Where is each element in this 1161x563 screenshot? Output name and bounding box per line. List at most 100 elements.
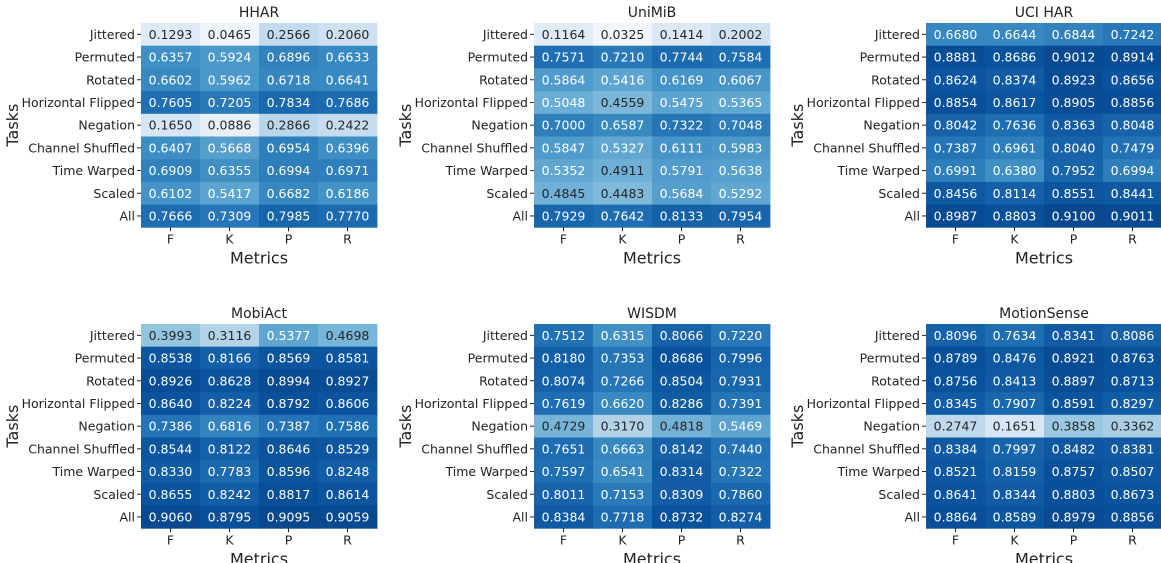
heatmap-cell: [593, 414, 653, 438]
cell-value-label: 0.7651: [542, 441, 586, 456]
heatmap-cell: [652, 136, 712, 160]
heatmap-cell: [1044, 324, 1104, 348]
heatmap-cell: [318, 505, 378, 529]
heatmap-cell: [652, 91, 712, 115]
cell-value-label: 0.8789: [934, 351, 978, 366]
heatmap-cell: [985, 460, 1045, 484]
heatmap-cell: [652, 482, 712, 506]
cell-value-label: 0.8732: [660, 509, 704, 524]
heatmap-cell: [1044, 68, 1104, 92]
cell-value-label: 0.9011: [1111, 208, 1155, 223]
cell-value-label: 0.7391: [719, 396, 763, 411]
cell-value-label: 0.8476: [993, 351, 1037, 366]
heatmap-cell: [711, 23, 771, 47]
cell-value-label: 0.6169: [660, 72, 704, 87]
heatmap-cell: [318, 437, 378, 461]
cell-value-label: 0.2422: [326, 118, 370, 133]
heatmap-cell: [652, 392, 712, 416]
x-axis-label: Metrics: [1015, 549, 1073, 563]
cell-value-label: 0.8581: [326, 351, 370, 366]
cell-value-label: 0.8042: [934, 118, 978, 133]
heatmap-cell: [926, 437, 986, 461]
cell-value-label: 0.8224: [208, 396, 252, 411]
heatmap-cell: [926, 91, 986, 115]
cell-value-label: 0.2002: [719, 27, 763, 42]
heatmap-cell: [711, 91, 771, 115]
heatmap-cell: [534, 346, 594, 370]
cell-value-label: 0.7907: [993, 396, 1037, 411]
cell-value-label: 0.7386: [149, 419, 193, 434]
heatmap-cell: [652, 324, 712, 348]
heatmap-cell: [141, 23, 201, 47]
x-tick-label: F: [952, 231, 959, 246]
cell-value-label: 0.5475: [660, 95, 704, 110]
heatmap-cell: [652, 181, 712, 205]
heatmap-cell: [1103, 392, 1161, 416]
cell-value-label: 0.8881: [934, 50, 978, 65]
cell-value-label: 0.6541: [601, 464, 645, 479]
cell-value-label: 0.6663: [601, 441, 645, 456]
x-tick-label: F: [167, 231, 174, 246]
heatmap-cell: [259, 392, 319, 416]
heatmap-cell: [711, 437, 771, 461]
heatmap-cell: [534, 23, 594, 47]
heatmap-cell: [259, 113, 319, 137]
cell-value-label: 0.6407: [149, 140, 193, 155]
x-tick-label: P: [678, 231, 686, 246]
cell-value-label: 0.0325: [601, 27, 645, 42]
heatmap-cell: [711, 324, 771, 348]
y-tick-label: Negation: [78, 419, 135, 434]
heatmap-cell: [985, 23, 1045, 47]
x-tick-label: R: [1128, 231, 1137, 246]
cell-value-label: 0.8048: [1111, 118, 1155, 133]
cell-value-label: 0.5983: [719, 140, 763, 155]
cell-value-label: 0.7242: [1111, 27, 1155, 42]
cell-value-label: 0.7322: [719, 464, 763, 479]
cell-value-label: 0.5416: [601, 72, 645, 87]
x-tick-label: R: [736, 231, 745, 246]
heatmap-cell: [985, 324, 1045, 348]
y-tick-label: Rotated: [871, 72, 920, 87]
heatmap-cell: [534, 369, 594, 393]
cell-value-label: 0.8521: [934, 464, 978, 479]
cell-value-label: 0.8921: [1052, 351, 1096, 366]
cell-value-label: 0.2060: [326, 27, 370, 42]
x-axis-label: Metrics: [230, 248, 288, 267]
heatmap-cell: [711, 45, 771, 69]
y-tick-label: Negation: [78, 118, 135, 133]
cell-value-label: 0.8795: [208, 509, 252, 524]
heatmap-cell: [141, 324, 201, 348]
heatmap-cell: [652, 45, 712, 69]
cell-value-label: 0.8309: [660, 487, 704, 502]
cell-value-label: 0.8856: [1111, 509, 1155, 524]
y-axis-label: Tasks: [396, 104, 415, 148]
cell-value-label: 0.5327: [601, 140, 645, 155]
cell-value-label: 0.8297: [1111, 396, 1155, 411]
y-tick-label: Horizontal Flipped: [415, 95, 528, 110]
y-tick-label: All: [905, 509, 921, 524]
cell-value-label: 0.5292: [719, 186, 763, 201]
heatmap-cell: [593, 437, 653, 461]
heatmap-cell: [593, 482, 653, 506]
y-tick-label: Time Warped: [445, 163, 528, 178]
cell-value-label: 0.8614: [326, 487, 370, 502]
y-tick-label: Jittered: [482, 328, 528, 343]
heatmap-cell: [534, 113, 594, 137]
x-tick-label: F: [167, 532, 174, 547]
y-tick-label: All: [905, 208, 921, 223]
heatmap-cell: [593, 346, 653, 370]
heatmap-cell: [711, 136, 771, 160]
cell-value-label: 0.8591: [1052, 396, 1096, 411]
heatmap-cell: [200, 91, 260, 115]
heatmap-cell: [652, 414, 712, 438]
y-tick-label: Horizontal Flipped: [807, 95, 920, 110]
heatmap-cell: [593, 113, 653, 137]
heatmap-cell: [1044, 91, 1104, 115]
x-tick-label: K: [225, 532, 234, 547]
y-tick-label: Horizontal Flipped: [807, 396, 920, 411]
heatmap-cell: [141, 136, 201, 160]
cell-value-label: 0.7440: [719, 441, 763, 456]
heatmap-cell: [926, 181, 986, 205]
y-tick-label: Rotated: [871, 373, 920, 388]
